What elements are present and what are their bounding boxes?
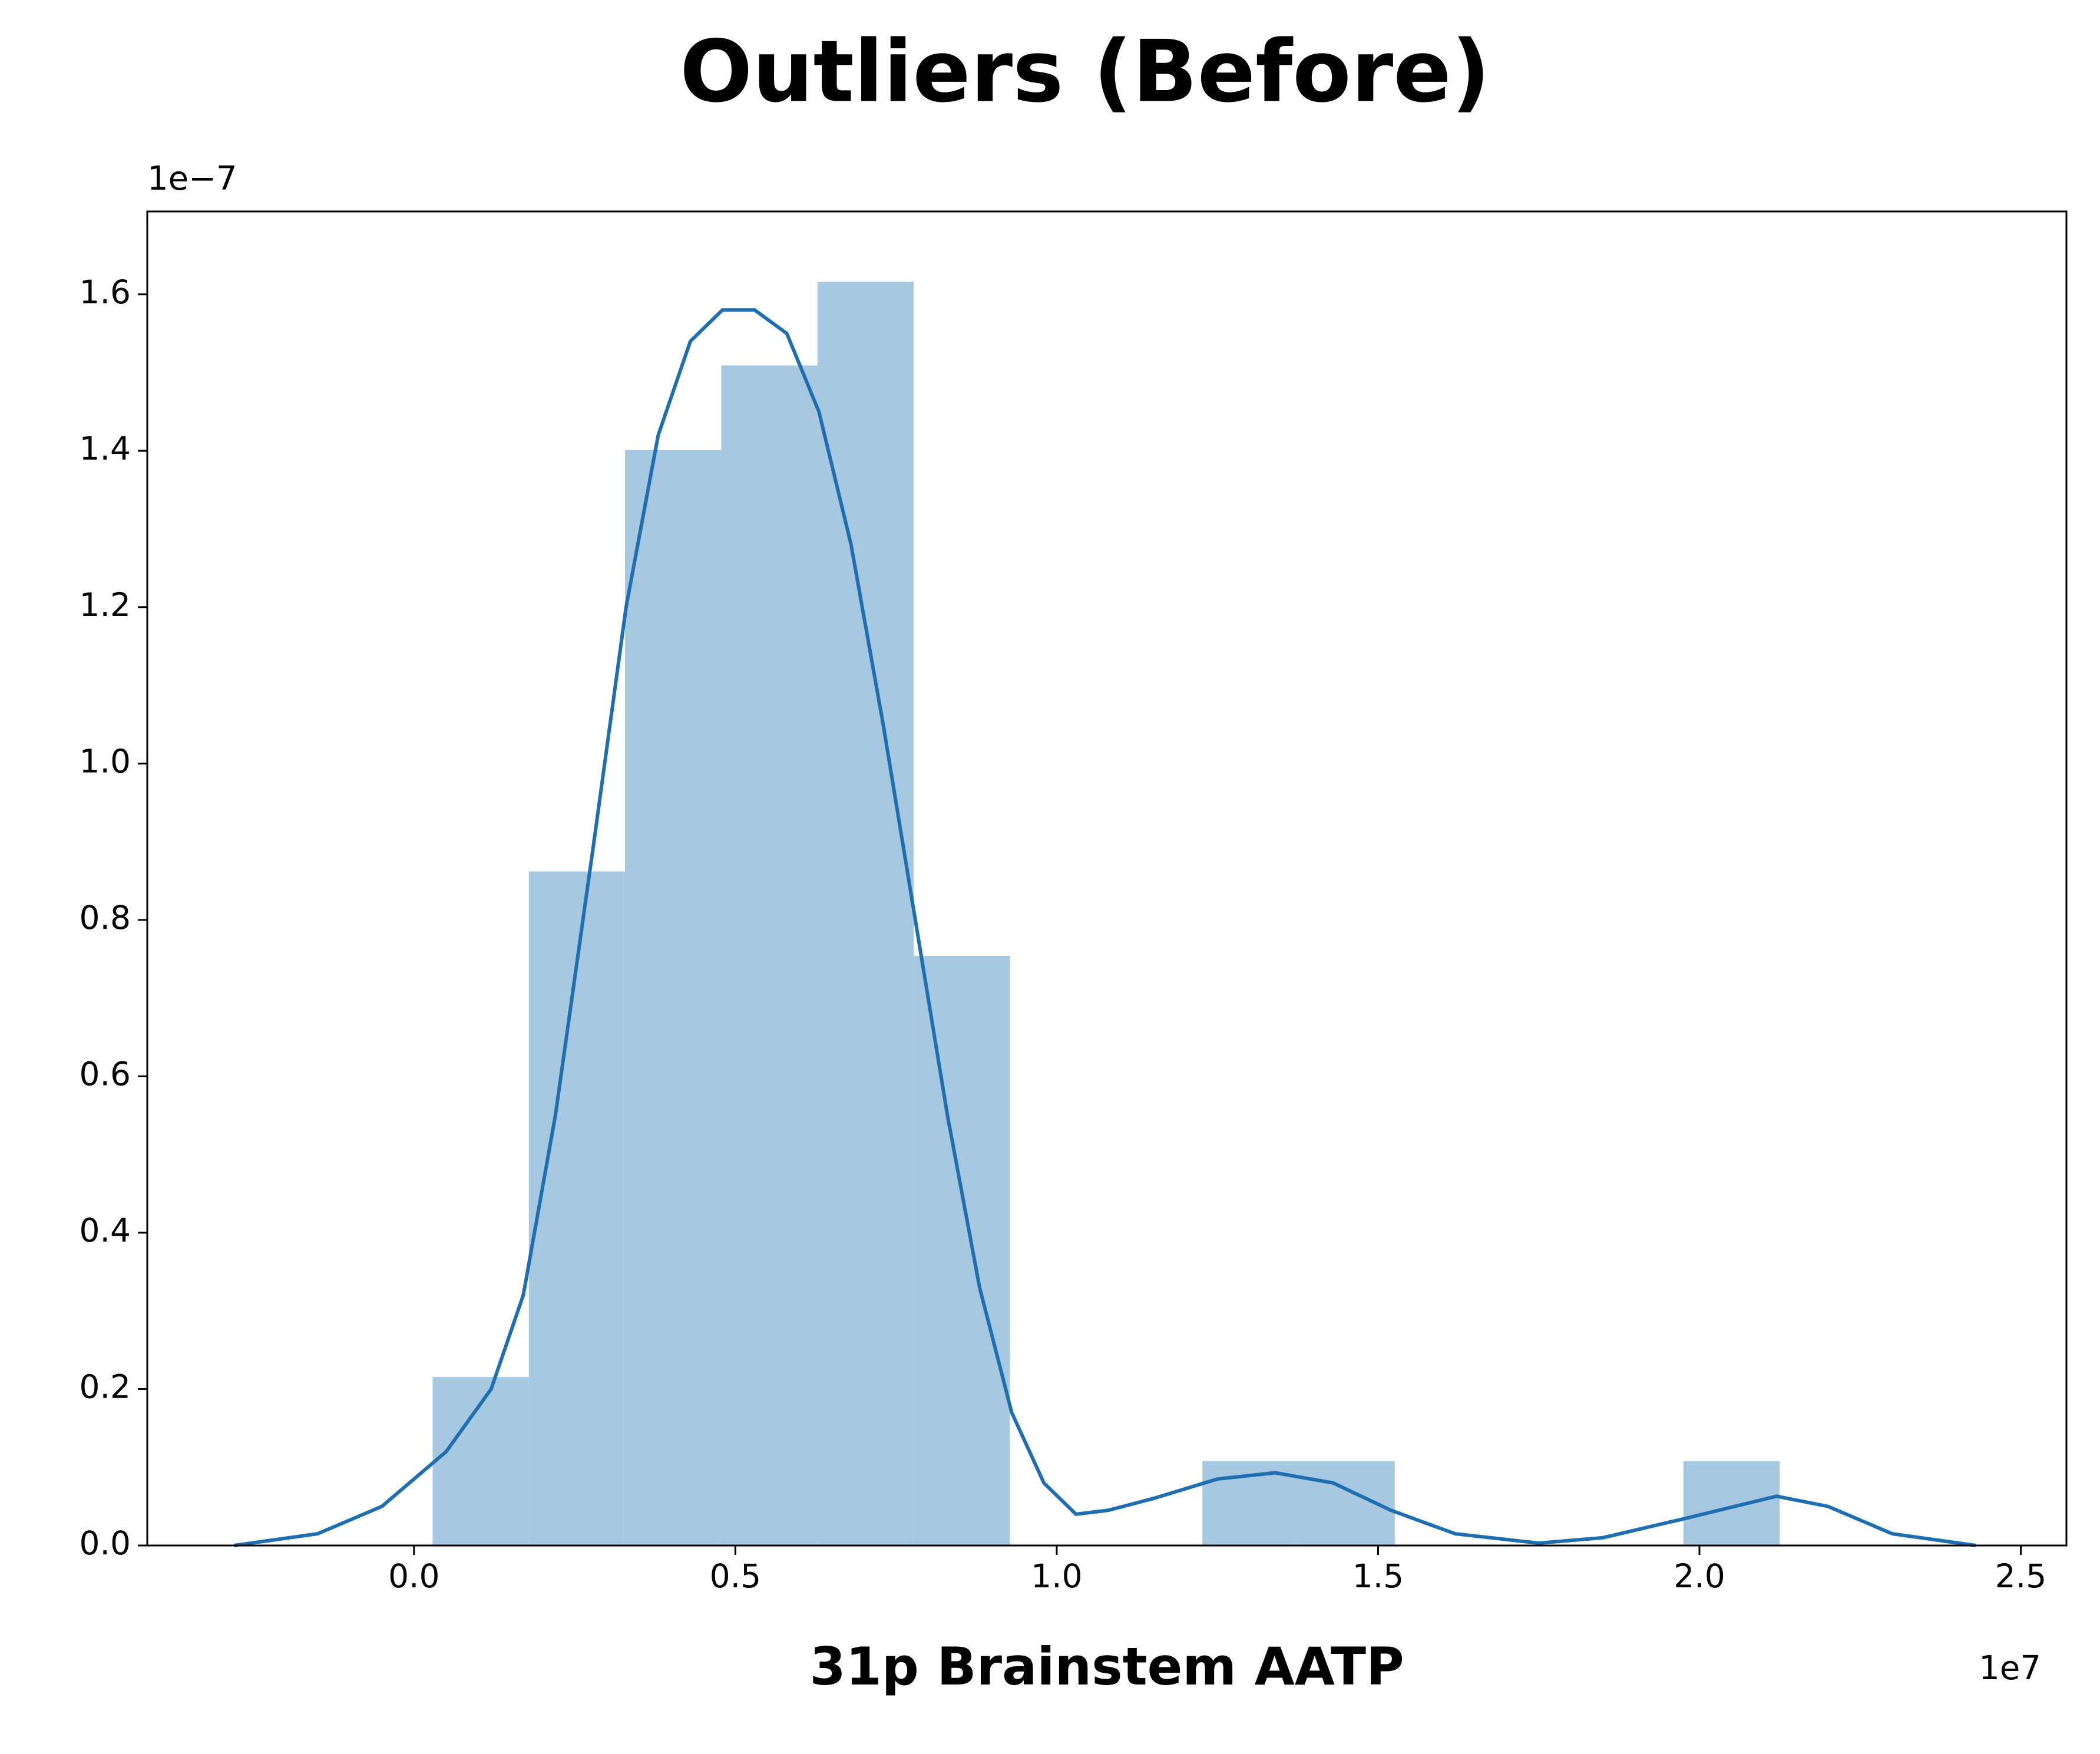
bar	[1298, 1461, 1395, 1545]
bar	[914, 955, 1010, 1545]
x-tick-label: 2.0	[1674, 1557, 1725, 1595]
x-tick-label: 2.5	[1995, 1557, 2046, 1595]
plot-frame	[146, 210, 2068, 1547]
y-tick-label: 1.6	[80, 273, 131, 311]
bar	[1683, 1461, 1780, 1545]
x-tick-label: 1.5	[1352, 1557, 1404, 1595]
x-tick-label: 0.5	[710, 1557, 761, 1595]
y-tick-label: 1.0	[80, 742, 131, 780]
bar	[528, 871, 626, 1545]
y-tick-label: 0.8	[80, 899, 131, 936]
y-tick-label: 1.2	[80, 586, 131, 624]
kde-line	[233, 308, 1976, 1547]
bar	[625, 449, 722, 1545]
y-offset-label: 1e−7	[147, 160, 237, 198]
x-axis-label: 31p Brainstem AATP	[809, 1636, 1404, 1697]
x-tick-label: 1.0	[1031, 1557, 1082, 1595]
y-tick-label: 1.4	[80, 429, 131, 467]
y-tick-label: 0.2	[80, 1368, 131, 1406]
y-tick-label: 0.0	[80, 1524, 131, 1562]
bar	[817, 282, 914, 1546]
x-tick-label: 0.0	[388, 1557, 439, 1595]
chart-title: Outliers (Before)	[680, 22, 1490, 122]
x-offset-label: 1e7	[1979, 1649, 2041, 1687]
y-tick-label: 0.4	[80, 1212, 131, 1249]
bar	[721, 365, 818, 1545]
y-tick-label: 0.6	[80, 1055, 131, 1093]
